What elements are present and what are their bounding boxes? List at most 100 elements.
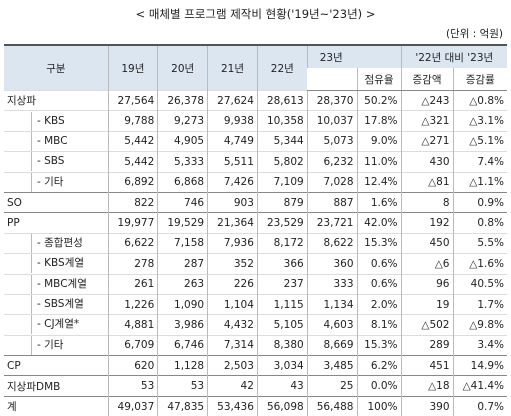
cell: 4,881 <box>108 315 158 335</box>
cell: △502 <box>401 315 453 335</box>
label-cell: - SBS <box>4 152 108 172</box>
cell: △9.8% <box>453 315 507 335</box>
cell: 47,835 <box>158 396 208 416</box>
cell: △3.1% <box>453 111 507 131</box>
cell: 0.9% <box>453 192 507 212</box>
header-cell: 증감률 <box>453 68 507 91</box>
cell: 11.0% <box>357 152 401 172</box>
label-cell: - 종합편성 <box>4 233 108 253</box>
cell: 17.8% <box>357 111 401 131</box>
cell: 0.8% <box>453 213 507 233</box>
cell: △0.8% <box>453 91 507 111</box>
cell: 28,613 <box>257 91 307 111</box>
cell: 278 <box>108 254 158 274</box>
cell: 5,511 <box>208 152 258 172</box>
cell: 620 <box>108 356 158 376</box>
unit: (단위 : 억원) <box>446 26 503 41</box>
header-cell: 구분 <box>4 45 108 91</box>
cell: 287 <box>158 254 208 274</box>
cell: 53,436 <box>208 396 258 416</box>
label-cell: 계 <box>4 396 108 416</box>
cell: 42 <box>208 376 258 396</box>
title: < 매체별 프로그램 제작비 현황('19년~'23년) > <box>0 6 511 22</box>
cell: △81 <box>401 172 453 192</box>
cell: 15.3% <box>357 233 401 253</box>
table: 구분 19년 20년 21년 22년 23년 '22년 대비 '23년 점유율 … <box>4 44 507 416</box>
cell: 6,868 <box>158 172 208 192</box>
cell: 7,426 <box>208 172 258 192</box>
cell: 7,314 <box>208 335 258 355</box>
cell: 879 <box>257 192 307 212</box>
cell: 0.6% <box>357 254 401 274</box>
header-cell: 23년 <box>307 45 401 68</box>
cell: 23,721 <box>307 213 357 233</box>
cell: 451 <box>401 356 453 376</box>
cell: 14.9% <box>453 356 507 376</box>
cell: 0.6% <box>357 274 401 294</box>
cell: 7,158 <box>158 233 208 253</box>
cell: 8,622 <box>307 233 357 253</box>
cell: 9.0% <box>357 131 401 151</box>
cell: 27,564 <box>108 91 158 111</box>
label-cell: PP <box>4 213 108 233</box>
cell: 27,624 <box>208 91 258 111</box>
cell: △1.6% <box>453 254 507 274</box>
header-cell: 19년 <box>108 45 158 91</box>
cell: 360 <box>307 254 357 274</box>
label: - 종합편성 <box>31 234 105 253</box>
cell: 56,488 <box>307 396 357 416</box>
cell: 4,603 <box>307 315 357 335</box>
cell: 5.5% <box>453 233 507 253</box>
cell: 1,104 <box>208 294 258 314</box>
cell: 19,529 <box>158 213 208 233</box>
cell: 8,380 <box>257 335 307 355</box>
label-cell: - MBC계열 <box>4 274 108 294</box>
cell: 7.4% <box>453 152 507 172</box>
cell: 0.0% <box>357 376 401 396</box>
cell: 9,938 <box>208 111 258 131</box>
cell: 3,034 <box>257 356 307 376</box>
cell: 19 <box>401 294 453 314</box>
cell: 746 <box>158 192 208 212</box>
cell: 8,669 <box>307 335 357 355</box>
label-cell: SO <box>4 192 108 212</box>
cell: 96 <box>401 274 453 294</box>
cell: 5,442 <box>108 152 158 172</box>
cell: 1,090 <box>158 294 208 314</box>
label: - MBC계열 <box>31 275 105 294</box>
label-cell: CP <box>4 356 108 376</box>
cell: 1,226 <box>108 294 158 314</box>
cell: 7,109 <box>257 172 307 192</box>
cell: 1,128 <box>158 356 208 376</box>
label: - SBS계열 <box>31 295 105 314</box>
header-cell: 증감액 <box>401 68 453 91</box>
cell: 0.7% <box>453 396 507 416</box>
cell: 822 <box>108 192 158 212</box>
cell: 3,986 <box>158 315 208 335</box>
label-cell: - CJ계열* <box>4 315 108 335</box>
cell: 289 <box>401 335 453 355</box>
cell: 261 <box>108 274 158 294</box>
label: - CJ계열* <box>31 315 105 334</box>
label-cell: 지상파 <box>4 91 108 111</box>
cell: 5,344 <box>257 131 307 151</box>
cell: △271 <box>401 131 453 151</box>
label-cell: - KBS <box>4 111 108 131</box>
cell: 56,098 <box>257 396 307 416</box>
cell: 5,333 <box>158 152 208 172</box>
cell: 2.0% <box>357 294 401 314</box>
label: - KBS계열 <box>31 254 105 273</box>
cell: 887 <box>307 192 357 212</box>
cell: 450 <box>401 233 453 253</box>
cell: 1,115 <box>257 294 307 314</box>
cell: 5,073 <box>307 131 357 151</box>
header-cell: '22년 대비 '23년 <box>401 45 507 68</box>
cell: 903 <box>208 192 258 212</box>
